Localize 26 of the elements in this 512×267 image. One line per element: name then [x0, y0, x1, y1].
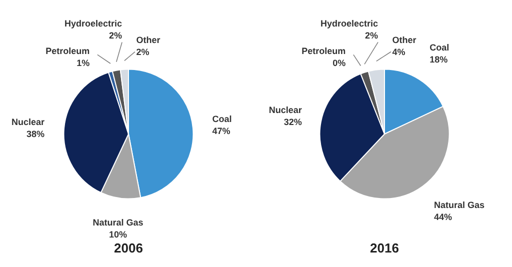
data-label: 10%	[108, 230, 127, 240]
slice-label: Hydroelectric	[320, 18, 378, 29]
slice-label: Coal	[430, 42, 450, 52]
slice-label: Natural Gas	[434, 200, 484, 210]
data-label: 18%	[430, 54, 448, 64]
category-label: Petroleum	[302, 46, 346, 56]
slice-label: Other	[136, 34, 161, 45]
data-label: 38%	[26, 129, 45, 140]
data-label: 44%	[434, 212, 452, 222]
data-label: 2%	[109, 30, 122, 41]
text: 2016	[370, 240, 399, 256]
slice-label: Coal	[212, 114, 232, 124]
slice-label: Nuclear	[268, 105, 302, 116]
data-label: 47%	[212, 126, 230, 136]
data-label: 32%	[284, 117, 302, 128]
text: 2006	[114, 240, 143, 256]
data-label: 4%	[392, 46, 406, 57]
data-label: 1%	[76, 58, 90, 68]
data-label: 2%	[365, 30, 378, 41]
slice-label: Hydroelectric	[64, 18, 122, 29]
slice-label: Natural Gas	[92, 218, 144, 228]
text: 0%	[332, 58, 346, 68]
data-label: 2%	[136, 46, 150, 57]
slice-label: Nuclear	[11, 117, 46, 128]
slice-label: Other	[392, 34, 417, 45]
slice-label: Petroleum	[46, 46, 90, 56]
